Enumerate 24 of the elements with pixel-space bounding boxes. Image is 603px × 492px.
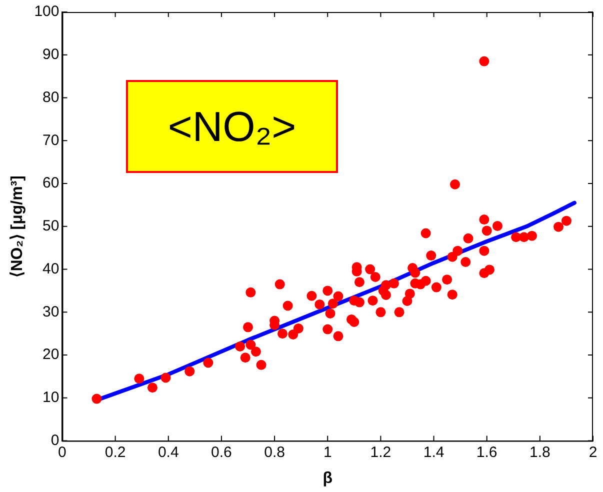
y-tick-label: 20 [42, 346, 60, 364]
x-tick-label: 0.6 [211, 444, 232, 461]
y-tick-label: 50 [42, 218, 60, 235]
y-tick-label: 80 [42, 88, 60, 106]
x-axis-title: β [322, 470, 333, 487]
y-tick-label: 30 [42, 303, 60, 320]
annotation: <NO₂> [126, 80, 338, 173]
y-tick-label: 70 [42, 132, 60, 149]
x-tick-label: 2 [588, 444, 598, 461]
y-axis-title: ⟨NO₂⟩ [μg/m³] [9, 176, 26, 278]
x-tick-label: 0.4 [158, 444, 179, 461]
y-tick-label: 100 [34, 3, 60, 20]
y-tick-label: 60 [42, 174, 60, 192]
x-tick-label: 1.6 [476, 444, 498, 461]
y-tick-label: 40 [42, 260, 60, 278]
x-tick-label: 0.8 [264, 444, 285, 461]
x-tick-label: 1.2 [370, 444, 392, 461]
y-tick-label: 90 [42, 46, 60, 64]
x-tick-label: 1 [323, 444, 332, 461]
x-tick-label: 0.2 [104, 444, 126, 461]
x-tick-label: 1.4 [423, 444, 444, 461]
y-tick-label: 10 [42, 389, 60, 406]
x-tick-label: 1.8 [529, 444, 550, 461]
y-tick-label: 0 [50, 432, 60, 449]
